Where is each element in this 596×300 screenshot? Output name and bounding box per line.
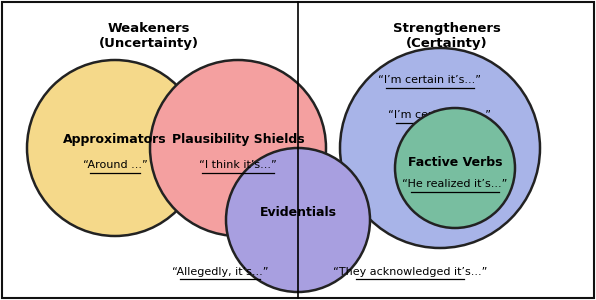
Text: Weakeners
(Uncertainty): Weakeners (Uncertainty) xyxy=(99,22,199,50)
Text: Strengtheners
(Certainty): Strengtheners (Certainty) xyxy=(393,22,501,50)
Text: Approximators: Approximators xyxy=(63,134,167,146)
Text: “They acknowledged it’s...”: “They acknowledged it’s...” xyxy=(333,267,487,277)
Text: Factive Verbs: Factive Verbs xyxy=(408,155,502,169)
Text: “I think it’s...”: “I think it’s...” xyxy=(199,160,277,170)
Text: “I’m certain it’s...”: “I’m certain it’s...” xyxy=(378,75,482,85)
Circle shape xyxy=(27,60,203,236)
Text: Plausibility Shields: Plausibility Shields xyxy=(172,134,305,146)
Text: “He realized it’s...”: “He realized it’s...” xyxy=(402,179,508,189)
Text: Evidentials: Evidentials xyxy=(259,206,337,218)
Text: “Allegedly, it’s...”: “Allegedly, it’s...” xyxy=(172,267,268,277)
Text: “Around ...”: “Around ...” xyxy=(83,160,147,170)
Text: “I’m certain it’s...”: “I’m certain it’s...” xyxy=(389,110,492,120)
Circle shape xyxy=(226,148,370,292)
Circle shape xyxy=(340,48,540,248)
Circle shape xyxy=(395,108,515,228)
Circle shape xyxy=(150,60,326,236)
